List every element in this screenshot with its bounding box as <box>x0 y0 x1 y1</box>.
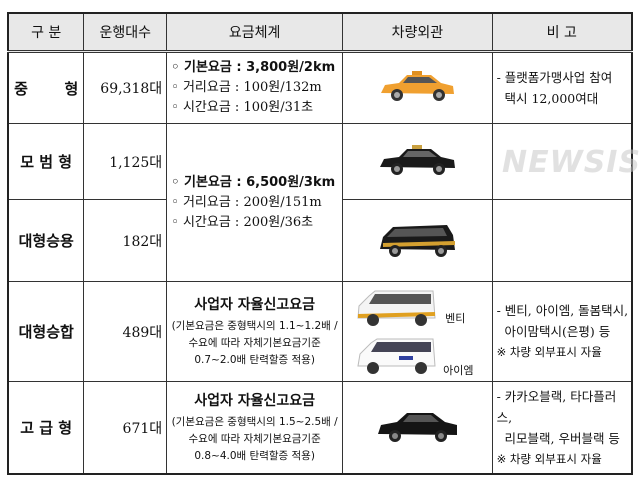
notes-cell <box>491 123 633 200</box>
fee-detail: 수요에 따라 자체기본요금기준 <box>188 433 321 445</box>
notes-cell: - 카카오블랙, 타다플러스, 리모블랙, 우버블랙 등 ※ 차량 외부표시 자… <box>491 381 633 475</box>
note-line: 아이맘택시(은평) 등 <box>496 324 611 339</box>
table-row: 대형승용 182대 <box>7 199 633 282</box>
notes-cell: - 벤티, 아이엠, 돌봄택시, 아이맘택시(은평) 등 ※ 차량 외부표시 자… <box>491 281 633 382</box>
vehicle-cell <box>342 123 493 200</box>
notes-cell <box>491 199 633 282</box>
base-fee: ◦ 기본요금 : 3,800원/2km <box>171 60 336 75</box>
fee-detail: 0.7~2.0배 탄력할증 적용) <box>194 354 315 366</box>
fee-detail: 0.8~4.0배 탄력할증 적용) <box>194 450 315 462</box>
note-line: 택시 12,000여대 <box>496 91 599 106</box>
note-line: - 플랫폼가맹사업 참여 <box>496 70 613 85</box>
vehicle-cell <box>342 51 493 124</box>
header-notes: 비 고 <box>491 12 633 53</box>
fee-cell: 사업자 자율신고요금 (기본요금은 중형택시의 1.5~2.5배 / 수요에 따… <box>166 381 344 475</box>
count: 182대 <box>83 199 168 282</box>
vehicle-label: 아이엠 <box>443 364 474 377</box>
large-sedan-taxi-image <box>380 224 456 257</box>
count: 671대 <box>83 381 168 475</box>
fee-cell: 사업자 자율신고요금 (기본요금은 중형택시의 1.1~1.2배 / 수요에 따… <box>166 281 344 382</box>
black-premium-car-image <box>377 412 457 442</box>
vehicle-cell <box>342 199 493 282</box>
count: 69,318대 <box>83 51 168 124</box>
category: 대형승용 <box>7 199 85 282</box>
category: 중 형 <box>7 51 85 124</box>
vehicle-label: 벤티 <box>445 312 466 325</box>
table-row: 고 급 형 671대 사업자 자율신고요금 (기본요금은 중형택시의 1.5~2… <box>7 381 633 475</box>
header-count: 운행대수 <box>83 12 168 53</box>
fee-title: 사업자 자율신고요금 <box>194 297 316 313</box>
note-line: 리모블랙, 우버블랙 등 <box>496 430 620 446</box>
notes-cell: - 플랫폼가맹사업 참여 택시 12,000여대 <box>491 51 633 124</box>
vehicle-cell: 벤티 아이엠 <box>342 281 493 382</box>
header-category: 구 분 <box>7 12 85 53</box>
header-row: 구 분 운행대수 요금체계 차량외관 비 고 <box>7 12 633 53</box>
newsis-watermark: NEWSIS <box>502 145 640 180</box>
category: 고 급 형 <box>7 381 85 475</box>
header-fee: 요금체계 <box>166 12 344 53</box>
note-line: - 카카오블랙, 타다플러스, <box>496 388 617 425</box>
note-line: ※ 차량 외부표시 자율 <box>496 451 602 466</box>
count: 1,125대 <box>83 123 168 200</box>
fee-detail: (기본요금은 중형택시의 1.1~1.2배 / <box>171 320 338 332</box>
fee-cell: ◦ 기본요금 : 3,800원/2km ◦ 거리요금 : 100원/132m ◦… <box>166 51 344 124</box>
time-fee: ◦ 시간요금 : 200원/36초 <box>171 214 314 230</box>
fee-title: 사업자 자율신고요금 <box>194 393 316 409</box>
fee-detail: 수요에 따라 자체기본요금기준 <box>188 337 321 349</box>
note-line: - 벤티, 아이엠, 돌봄택시, <box>496 303 629 318</box>
table-row: 대형승합 489대 사업자 자율신고요금 (기본요금은 중형택시의 1.1~1.… <box>7 281 633 382</box>
taxi-type-table: 구 분 운행대수 요금체계 차량외관 비 고 중 형 69,318대 ◦ 기본요… <box>7 12 633 475</box>
shared-fee-cell: ◦ 기본요금 : 6,500원/3km ◦ 거리요금 : 200원/151m ◦… <box>166 123 344 282</box>
time-fee: ◦ 시간요금 : 100원/31초 <box>171 100 314 115</box>
count: 489대 <box>83 281 168 382</box>
table-row: 중 형 69,318대 ◦ 기본요금 : 3,800원/2km ◦ 거리요금 :… <box>7 51 633 124</box>
vehicle-cell <box>342 381 493 475</box>
black-deluxe-taxi-image <box>380 144 456 175</box>
venti-van-image <box>357 290 436 326</box>
header-vehicle: 차량외관 <box>342 12 493 53</box>
base-fee: ◦ 기본요금 : 6,500원/3km <box>171 174 336 190</box>
distance-fee: ◦ 거리요금 : 100원/132m <box>171 80 322 95</box>
category: 모 범 형 <box>7 123 85 200</box>
iam-van-image <box>357 338 436 374</box>
category: 대형승합 <box>7 281 85 382</box>
note-line: ※ 차량 외부표시 자율 <box>496 345 602 359</box>
orange-taxi-image <box>381 71 455 101</box>
fee-detail: (기본요금은 중형택시의 1.5~2.5배 / <box>171 416 338 428</box>
distance-fee: ◦ 거리요금 : 200원/151m <box>171 194 322 210</box>
table-row: 모 범 형 1,125대 ◦ 기본요금 : 6,500원/3km ◦ 거리요금 … <box>7 123 633 282</box>
